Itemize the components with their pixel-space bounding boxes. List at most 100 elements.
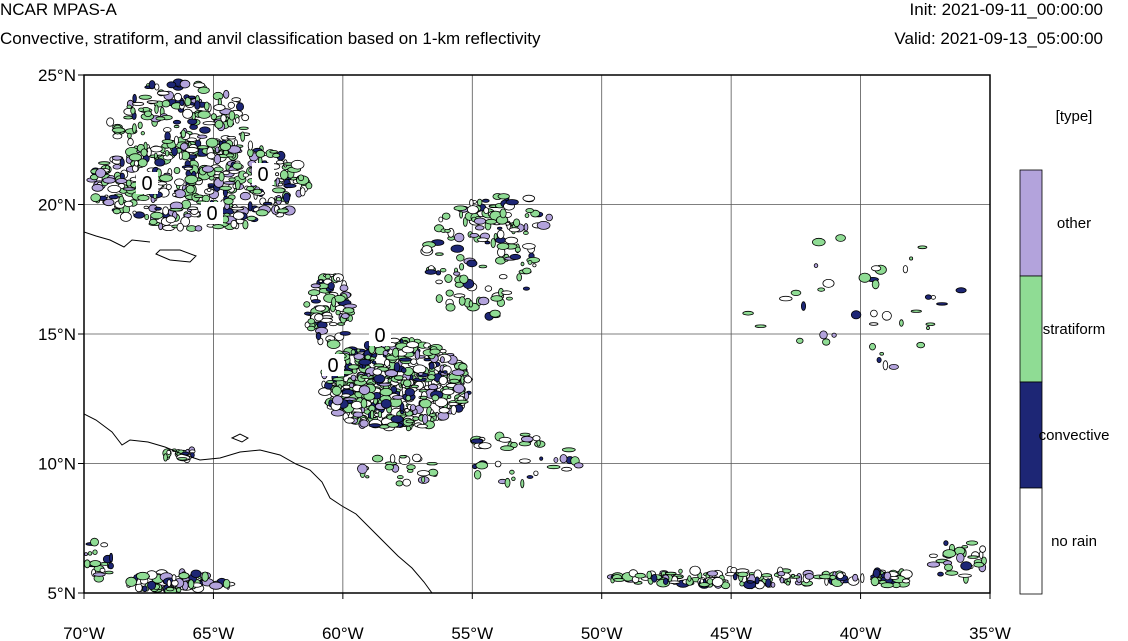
precip-cell bbox=[127, 137, 134, 146]
precip-cell bbox=[272, 187, 286, 194]
precip-cell bbox=[193, 82, 206, 88]
precip-cell bbox=[180, 216, 191, 227]
lat-tick-label: 20°N bbox=[38, 196, 76, 215]
precip-cell bbox=[435, 252, 444, 256]
precip-cell bbox=[332, 395, 344, 406]
precip-cell bbox=[205, 137, 219, 148]
precip-cell bbox=[150, 145, 163, 153]
precip-cell bbox=[663, 578, 669, 586]
precip-cell bbox=[533, 470, 539, 476]
precip-cell bbox=[664, 571, 677, 576]
precip-cell bbox=[698, 582, 710, 587]
precip-cell bbox=[331, 297, 337, 307]
precip-cell bbox=[162, 206, 169, 216]
precip-cell bbox=[435, 294, 443, 304]
precip-cell bbox=[406, 464, 416, 470]
precip-cell bbox=[412, 453, 422, 463]
precip-cell bbox=[154, 206, 162, 211]
precip-cell bbox=[184, 174, 199, 184]
precip-cell bbox=[201, 165, 214, 173]
precip-cell bbox=[178, 151, 183, 160]
precip-cell bbox=[924, 294, 932, 300]
precip-cell bbox=[218, 171, 225, 182]
precip-cell bbox=[147, 580, 157, 591]
precip-cell bbox=[126, 104, 132, 109]
precip-cell bbox=[226, 153, 235, 158]
precip-cell bbox=[390, 415, 404, 424]
precip-cell bbox=[926, 561, 941, 568]
precip-cell bbox=[138, 94, 152, 100]
precip-cell bbox=[536, 220, 551, 230]
precip-cell bbox=[158, 222, 164, 231]
precip-cell bbox=[358, 358, 372, 366]
precip-cell bbox=[523, 230, 529, 235]
precip-cell bbox=[91, 183, 104, 192]
precip-cell bbox=[123, 115, 134, 120]
valid-time: Valid: 2021-09-13_05:00:00 bbox=[894, 29, 1103, 48]
precip-cell bbox=[238, 126, 249, 130]
precip-cell bbox=[255, 149, 266, 158]
precip-cell bbox=[165, 215, 176, 224]
precip-cell bbox=[926, 325, 930, 330]
precip-cell bbox=[870, 265, 882, 272]
precip-cell bbox=[342, 384, 351, 390]
precip-cell bbox=[149, 218, 158, 226]
precip-cell bbox=[882, 360, 889, 371]
precip-cell bbox=[206, 188, 212, 192]
contour-label: 0 bbox=[327, 355, 338, 377]
precip-cell bbox=[123, 200, 134, 207]
precip-cell bbox=[102, 177, 116, 184]
precip-cell bbox=[505, 199, 519, 206]
precip-cell bbox=[185, 184, 195, 194]
precip-cell bbox=[412, 416, 420, 421]
precip-cell bbox=[318, 279, 323, 283]
precip-cell bbox=[235, 102, 244, 112]
precip-cell bbox=[513, 218, 521, 228]
precip-cell bbox=[136, 571, 150, 581]
precip-cell bbox=[184, 97, 192, 107]
precip-cell bbox=[143, 205, 149, 210]
precip-cell bbox=[399, 455, 407, 459]
precip-cell bbox=[275, 172, 280, 177]
lat-tick-label: 5°N bbox=[47, 584, 76, 603]
precip-cell bbox=[255, 209, 269, 217]
precip-cell bbox=[416, 424, 428, 429]
precip-cell bbox=[466, 205, 479, 215]
precip-cell bbox=[214, 146, 220, 154]
precip-cell bbox=[453, 205, 468, 211]
lat-tick-label: 25°N bbox=[38, 66, 76, 85]
precip-cell bbox=[424, 269, 437, 275]
coastline-venezuela bbox=[84, 413, 433, 593]
precip-cell bbox=[967, 555, 979, 559]
precip-cell bbox=[739, 581, 745, 587]
precip-cell bbox=[153, 152, 158, 159]
precip-cell bbox=[958, 573, 972, 578]
precip-cell bbox=[754, 576, 760, 585]
precip-cell bbox=[420, 395, 428, 400]
precip-cell bbox=[174, 178, 185, 187]
precip-cell bbox=[314, 313, 324, 322]
precip-cell bbox=[154, 83, 160, 91]
map-subtitle: Convective, stratiform, and anvil classi… bbox=[0, 29, 541, 48]
precip-cell bbox=[504, 477, 511, 488]
precip-cell bbox=[419, 398, 432, 409]
precip-cell bbox=[185, 146, 199, 154]
precip-cell bbox=[504, 236, 519, 245]
precip-cell bbox=[230, 206, 245, 211]
precip-cell bbox=[490, 295, 504, 302]
precip-cell bbox=[187, 118, 198, 125]
precip-cell bbox=[439, 348, 447, 354]
precip-cell bbox=[463, 391, 470, 400]
precip-cell bbox=[373, 374, 386, 384]
precip-cell bbox=[144, 213, 150, 220]
precip-cell bbox=[421, 413, 429, 424]
precip-cell bbox=[445, 303, 456, 312]
precip-cell bbox=[651, 573, 658, 583]
precip-cell bbox=[779, 577, 785, 584]
precip-cell bbox=[481, 198, 490, 203]
precip-cell bbox=[187, 206, 199, 211]
precip-cell bbox=[307, 325, 316, 332]
precip-cell bbox=[852, 573, 859, 582]
precip-cell bbox=[435, 270, 442, 276]
precip-cell bbox=[171, 574, 177, 582]
